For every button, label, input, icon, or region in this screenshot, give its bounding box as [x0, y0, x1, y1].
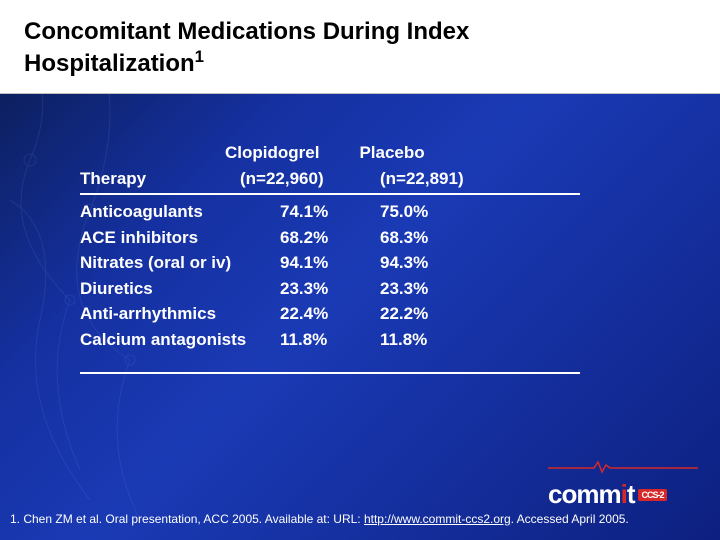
value2-cell: 11.8% [380, 330, 427, 349]
therapy-cell: Anticoagulants [80, 199, 280, 225]
logo-text-post: t [627, 479, 635, 510]
therapy-cell: ACE inhibitors [80, 225, 280, 251]
ekg-line-icon [548, 460, 698, 474]
data-table: Clopidogrel Placebo Therapy(n=22,960)(n=2… [80, 140, 640, 378]
value2-cell: 75.0% [380, 202, 428, 221]
value1-cell: 68.2% [280, 225, 380, 251]
citation-suffix: . Accessed April 2005. [511, 512, 629, 526]
table-row: Anticoagulants74.1%75.0% [80, 199, 640, 225]
value2-cell: 68.3% [380, 228, 428, 247]
table-row: ACE inhibitors68.2%68.3% [80, 225, 640, 251]
logo-badge: CCS-2 [638, 489, 666, 501]
title-block: Concomitant Medications During Index Hos… [0, 0, 720, 94]
table-row: Nitrates (oral or iv)94.1%94.3% [80, 250, 640, 276]
logo-text-pre: comm [548, 479, 621, 510]
therapy-cell: Calcium antagonists [80, 327, 280, 353]
commit-logo: commitCCS-2 [548, 460, 698, 500]
col1-group: Clopidogrel [225, 143, 319, 162]
table-rule-top [80, 193, 580, 195]
slide-title: Concomitant Medications During Index Hos… [24, 18, 696, 79]
value1-cell: 23.3% [280, 276, 380, 302]
table-row: Calcium antagonists11.8%11.8% [80, 327, 640, 353]
citation-link[interactable]: http://www.commit-ccs2.org [364, 512, 511, 526]
group-header-row: Clopidogrel Placebo [80, 140, 640, 166]
value1-cell: 74.1% [280, 199, 380, 225]
value2-cell: 22.2% [380, 304, 428, 323]
therapy-cell: Diuretics [80, 276, 280, 302]
n2: (n=22,891) [380, 169, 464, 188]
therapy-cell: Anti-arrhythmics [80, 301, 280, 327]
value1-cell: 11.8% [280, 327, 380, 353]
title-line2: Hospitalization [24, 50, 195, 77]
therapy-cell: Nitrates (oral or iv) [80, 250, 280, 276]
table-row: Anti-arrhythmics22.4%22.2% [80, 301, 640, 327]
value2-cell: 94.3% [380, 253, 428, 272]
title-superscript: 1 [195, 47, 204, 66]
therapy-header: Therapy [80, 166, 240, 192]
title-line1: Concomitant Medications During Index [24, 18, 469, 45]
n-header-row: Therapy(n=22,960)(n=22,891) [80, 166, 640, 192]
col2-group: Placebo [359, 143, 424, 162]
citation-footer: 1. Chen ZM et al. Oral presentation, ACC… [10, 512, 710, 526]
value1-cell: 94.1% [280, 250, 380, 276]
table-rule-bottom [80, 372, 580, 374]
citation-prefix: 1. Chen ZM et al. Oral presentation, ACC… [10, 512, 364, 526]
value2-cell: 23.3% [380, 279, 428, 298]
table-row: Diuretics23.3%23.3% [80, 276, 640, 302]
n1: (n=22,960) [240, 166, 380, 192]
value1-cell: 22.4% [280, 301, 380, 327]
